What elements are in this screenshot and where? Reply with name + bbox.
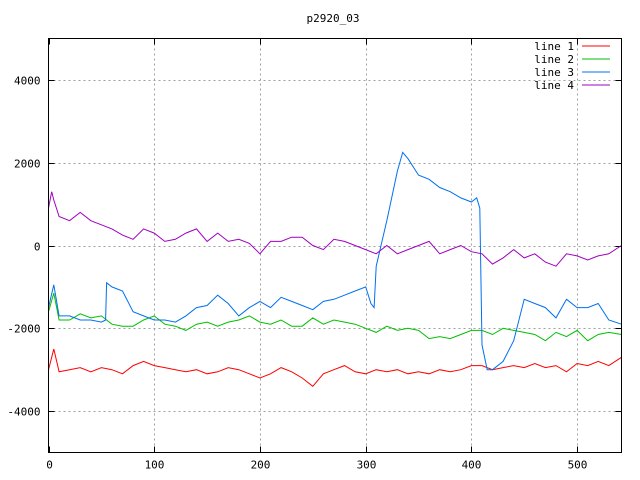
legend-label: line 2 [534,53,574,66]
legend-label: line 4 [534,79,574,92]
x-tick-label: 300 [357,459,377,472]
y-tick-label: 4000 [14,75,41,88]
series-line-4-line [48,191,622,267]
y-tick-label: -2000 [7,323,40,336]
y-tick-label: 2000 [14,158,41,171]
chart-title: p2920_03 [307,12,360,25]
y-tick-label: 0 [34,241,41,254]
x-tick-label: 0 [46,459,53,472]
y-tick-label: -4000 [7,406,40,419]
series-group [48,151,622,387]
legend-label: line 1 [534,40,574,53]
axis-ticks: 0 100 200 300 400 500 -4000 -2000 0 2000 4000 [7,38,622,472]
grid-lines [48,38,622,453]
plot-frame [48,38,622,453]
x-tick-label: 200 [251,459,271,472]
series-line-2-line [48,292,622,342]
x-tick-label: 500 [568,459,588,472]
series-line-3-line [48,151,622,371]
x-tick-label: 100 [145,459,165,472]
x-tick-label: 400 [462,459,482,472]
legend-label: line 3 [534,66,574,79]
series-line-1-line [48,348,622,387]
